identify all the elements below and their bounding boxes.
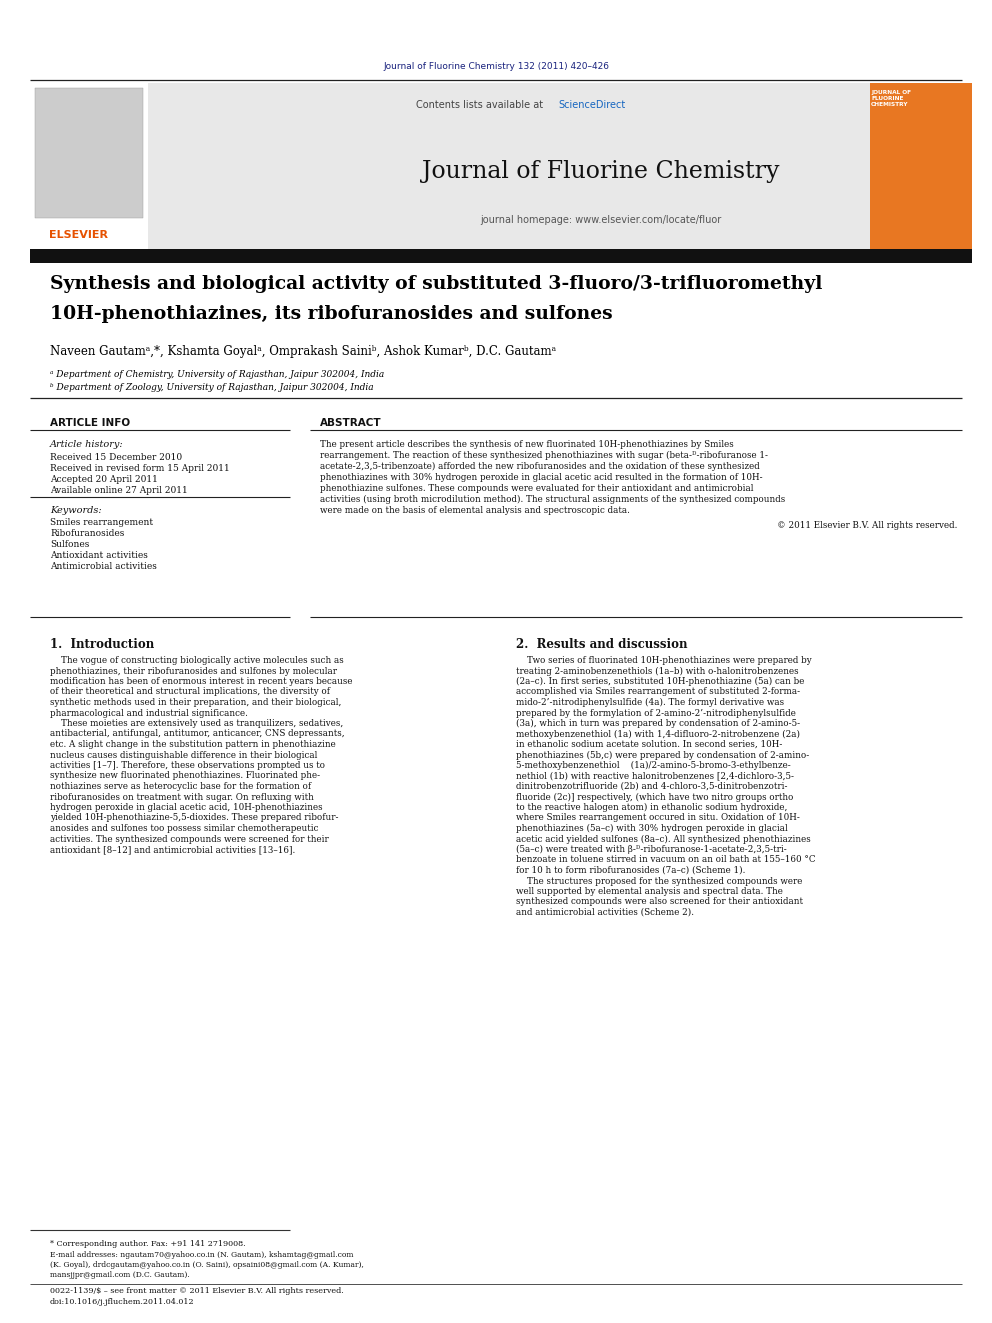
Text: activities [1–7]. Therefore, these observations prompted us to: activities [1–7]. Therefore, these obser… — [50, 761, 325, 770]
Text: The present article describes the synthesis of new fluorinated 10H-phenothiazine: The present article describes the synthe… — [320, 441, 734, 448]
Text: accomplished via Smiles rearrangement of substituted 2-forma-: accomplished via Smiles rearrangement of… — [516, 688, 801, 696]
Text: 5-methoxybenzenethiol    (1a)/2-amino-5-bromo-3-ethylbenze-: 5-methoxybenzenethiol (1a)/2-amino-5-bro… — [516, 761, 791, 770]
Text: antioxidant [8–12] and antimicrobial activities [13–16].: antioxidant [8–12] and antimicrobial act… — [50, 845, 296, 855]
Text: activities (using broth microdilution method). The structural assignments of the: activities (using broth microdilution me… — [320, 495, 786, 504]
Text: hydrogen peroxide in glacial acetic acid, 10H-phenothiazines: hydrogen peroxide in glacial acetic acid… — [50, 803, 322, 812]
Text: These moieties are extensively used as tranquilizers, sedatives,: These moieties are extensively used as t… — [50, 718, 343, 728]
Text: etc. A slight change in the substitution pattern in phenothiazine: etc. A slight change in the substitution… — [50, 740, 335, 749]
Text: ᵃ Department of Chemistry, University of Rajasthan, Jaipur 302004, India: ᵃ Department of Chemistry, University of… — [50, 370, 384, 378]
Text: doi:10.1016/j.jfluchem.2011.04.012: doi:10.1016/j.jfluchem.2011.04.012 — [50, 1298, 194, 1306]
Text: nothiazines serve as heterocyclic base for the formation of: nothiazines serve as heterocyclic base f… — [50, 782, 311, 791]
Text: Received in revised form 15 April 2011: Received in revised form 15 April 2011 — [50, 464, 230, 474]
Text: ELSEVIER: ELSEVIER — [49, 230, 107, 239]
Text: Accepted 20 April 2011: Accepted 20 April 2011 — [50, 475, 158, 484]
Text: nucleus causes distinguishable difference in their biological: nucleus causes distinguishable differenc… — [50, 750, 317, 759]
Text: in ethanolic sodium acetate solution. In second series, 10H-: in ethanolic sodium acetate solution. In… — [516, 740, 783, 749]
Text: Antioxidant activities: Antioxidant activities — [50, 550, 148, 560]
Text: were made on the basis of elemental analysis and spectroscopic data.: were made on the basis of elemental anal… — [320, 505, 630, 515]
Text: ABSTRACT: ABSTRACT — [320, 418, 382, 429]
Text: ᵇ Department of Zoology, University of Rajasthan, Jaipur 302004, India: ᵇ Department of Zoology, University of R… — [50, 382, 374, 392]
Text: Sulfones: Sulfones — [50, 540, 89, 549]
Text: Available online 27 April 2011: Available online 27 April 2011 — [50, 486, 187, 495]
Text: phenothiazines, their ribofuranosides and sulfones by molecular: phenothiazines, their ribofuranosides an… — [50, 667, 337, 676]
Text: nethiol (1b) with reactive halonitrobenzenes [2,4-dichloro-3,5-: nethiol (1b) with reactive halonitrobenz… — [516, 771, 794, 781]
Text: synthetic methods used in their preparation, and their biological,: synthetic methods used in their preparat… — [50, 699, 341, 706]
Text: yielded 10H-phenothiazine-5,5-dioxides. These prepared ribofur-: yielded 10H-phenothiazine-5,5-dioxides. … — [50, 814, 338, 823]
Text: prepared by the formylation of 2-amino-2’-nitrodiphenylsulfide: prepared by the formylation of 2-amino-2… — [516, 709, 796, 717]
Text: treating 2-aminobenzenethiols (1a–b) with o-halonitrobenzenes: treating 2-aminobenzenethiols (1a–b) wit… — [516, 667, 799, 676]
Text: modification has been of enormous interest in recent years because: modification has been of enormous intere… — [50, 677, 352, 687]
Bar — [30, 249, 972, 263]
Text: © 2011 Elsevier B.V. All rights reserved.: © 2011 Elsevier B.V. All rights reserved… — [777, 521, 957, 531]
Text: benzoate in toluene stirred in vacuum on an oil bath at 155–160 °C: benzoate in toluene stirred in vacuum on… — [516, 856, 815, 864]
Text: activities. The synthesized compounds were screened for their: activities. The synthesized compounds we… — [50, 835, 328, 844]
Text: anosides and sulfones too possess similar chemotherapeutic: anosides and sulfones too possess simila… — [50, 824, 318, 833]
Bar — [870, 83, 972, 251]
Text: pharmacological and industrial significance.: pharmacological and industrial significa… — [50, 709, 248, 717]
Text: well supported by elemental analysis and spectral data. The: well supported by elemental analysis and… — [516, 886, 783, 896]
Text: JOURNAL OF
FLUORINE
CHEMISTRY: JOURNAL OF FLUORINE CHEMISTRY — [871, 90, 911, 107]
Text: ribofuranosides on treatment with sugar. On refluxing with: ribofuranosides on treatment with sugar.… — [50, 792, 313, 802]
Text: to the reactive halogen atom) in ethanolic sodium hydroxide,: to the reactive halogen atom) in ethanol… — [516, 803, 788, 812]
Text: * Corresponding author. Fax: +91 141 2719008.: * Corresponding author. Fax: +91 141 271… — [50, 1240, 246, 1248]
Text: journal homepage: www.elsevier.com/locate/fluor: journal homepage: www.elsevier.com/locat… — [480, 216, 721, 225]
Bar — [148, 83, 870, 251]
Text: ScienceDirect: ScienceDirect — [558, 101, 625, 110]
Text: ARTICLE INFO: ARTICLE INFO — [50, 418, 130, 429]
Text: phenothiazines (5a–c) with 30% hydrogen peroxide in glacial: phenothiazines (5a–c) with 30% hydrogen … — [516, 824, 788, 833]
Text: where Smiles rearrangement occured in situ. Oxidation of 10H-: where Smiles rearrangement occured in si… — [516, 814, 800, 823]
Text: The structures proposed for the synthesized compounds were: The structures proposed for the synthesi… — [516, 877, 803, 885]
Text: 10H-phenothiazines, its ribofuranosides and sulfones: 10H-phenothiazines, its ribofuranosides … — [50, 306, 613, 323]
Text: 0022-1139/$ – see front matter © 2011 Elsevier B.V. All rights reserved.: 0022-1139/$ – see front matter © 2011 El… — [50, 1287, 344, 1295]
Bar — [35, 89, 143, 218]
Text: 1.  Introduction: 1. Introduction — [50, 638, 154, 651]
Text: Two series of fluorinated 10H-phenothiazines were prepared by: Two series of fluorinated 10H-phenothiaz… — [516, 656, 811, 665]
Text: phenothiazines (5b,c) were prepared by condensation of 2-amino-: phenothiazines (5b,c) were prepared by c… — [516, 750, 809, 759]
Text: and antimicrobial activities (Scheme 2).: and antimicrobial activities (Scheme 2). — [516, 908, 694, 917]
Text: (3a), which in turn was prepared by condensation of 2-amino-5-: (3a), which in turn was prepared by cond… — [516, 718, 801, 728]
Text: 2.  Results and discussion: 2. Results and discussion — [516, 638, 687, 651]
Text: mansjjpr@gmail.com (D.C. Gautam).: mansjjpr@gmail.com (D.C. Gautam). — [50, 1271, 189, 1279]
Text: Synthesis and biological activity of substituted 3-fluoro/3-trifluoromethyl: Synthesis and biological activity of sub… — [50, 275, 822, 292]
Text: rearrangement. The reaction of these synthesized phenothiazines with sugar (beta: rearrangement. The reaction of these syn… — [320, 451, 768, 460]
Text: antibacterial, antifungal, antitumor, anticancer, CNS depressants,: antibacterial, antifungal, antitumor, an… — [50, 729, 344, 738]
Text: synthesized compounds were also screened for their antioxidant: synthesized compounds were also screened… — [516, 897, 803, 906]
Text: Antimicrobial activities: Antimicrobial activities — [50, 562, 157, 572]
Text: phenothiazine sulfones. These compounds were evaluated for their antioxidant and: phenothiazine sulfones. These compounds … — [320, 484, 754, 493]
Text: Naveen Gautamᵃ,*, Kshamta Goyalᵃ, Omprakash Sainiᵇ, Ashok Kumarᵇ, D.C. Gautamᵃ: Naveen Gautamᵃ,*, Kshamta Goyalᵃ, Omprak… — [50, 345, 557, 359]
Text: E-mail addresses: ngautam70@yahoo.co.in (N. Gautam), kshamtag@gmail.com: E-mail addresses: ngautam70@yahoo.co.in … — [50, 1252, 353, 1259]
Text: phenothiazines with 30% hydrogen peroxide in glacial acetic acid resulted in the: phenothiazines with 30% hydrogen peroxid… — [320, 474, 763, 482]
Text: Smiles rearrangement: Smiles rearrangement — [50, 519, 153, 527]
Text: acetate-2,3,5-tribenzoate) afforded the new ribofuranosides and the oxidation of: acetate-2,3,5-tribenzoate) afforded the … — [320, 462, 760, 471]
Text: Received 15 December 2010: Received 15 December 2010 — [50, 452, 183, 462]
Text: Contents lists available at: Contents lists available at — [416, 101, 547, 110]
Text: Ribofuranosides: Ribofuranosides — [50, 529, 124, 538]
Text: Journal of Fluorine Chemistry: Journal of Fluorine Chemistry — [423, 160, 780, 183]
Text: dinitrobenzotrifluoride (2b) and 4-chloro-3,5-dinitrobenzotri-: dinitrobenzotrifluoride (2b) and 4-chlor… — [516, 782, 788, 791]
Bar — [30, 83, 148, 251]
Text: of their theoretical and structural implications, the diversity of: of their theoretical and structural impl… — [50, 688, 330, 696]
Text: methoxybenzenethiol (1a) with 1,4-difluoro-2-nitrobenzene (2a): methoxybenzenethiol (1a) with 1,4-difluo… — [516, 729, 800, 738]
Text: Journal of Fluorine Chemistry 132 (2011) 420–426: Journal of Fluorine Chemistry 132 (2011)… — [383, 62, 609, 71]
Text: (K. Goyal), drdcgautam@yahoo.co.in (O. Saini), opsaini08@gmail.com (A. Kumar),: (K. Goyal), drdcgautam@yahoo.co.in (O. S… — [50, 1261, 364, 1269]
Text: for 10 h to form ribofuranosides (7a–c) (Scheme 1).: for 10 h to form ribofuranosides (7a–c) … — [516, 867, 745, 875]
Text: synthesize new fluorinated phenothiazines. Fluorinated phe-: synthesize new fluorinated phenothiazine… — [50, 771, 320, 781]
Text: (2a–c). In first series, substituted 10H-phenothiazine (5a) can be: (2a–c). In first series, substituted 10H… — [516, 677, 805, 687]
Text: mido-2’-nitrodiphenylsulfide (4a). The formyl derivative was: mido-2’-nitrodiphenylsulfide (4a). The f… — [516, 699, 784, 706]
Text: The vogue of constructing biologically active molecules such as: The vogue of constructing biologically a… — [50, 656, 344, 665]
Text: Article history:: Article history: — [50, 441, 124, 448]
Text: fluoride (2c)] respectively, (which have two nitro groups ortho: fluoride (2c)] respectively, (which have… — [516, 792, 794, 802]
Text: acetic acid yielded sulfones (8a–c). All synthesized phenothiazines: acetic acid yielded sulfones (8a–c). All… — [516, 835, 810, 844]
Text: Keywords:: Keywords: — [50, 505, 101, 515]
Text: (5a–c) were treated with β-ᴰ-ribofuranose-1-acetate-2,3,5-tri-: (5a–c) were treated with β-ᴰ-ribofuranos… — [516, 845, 787, 855]
